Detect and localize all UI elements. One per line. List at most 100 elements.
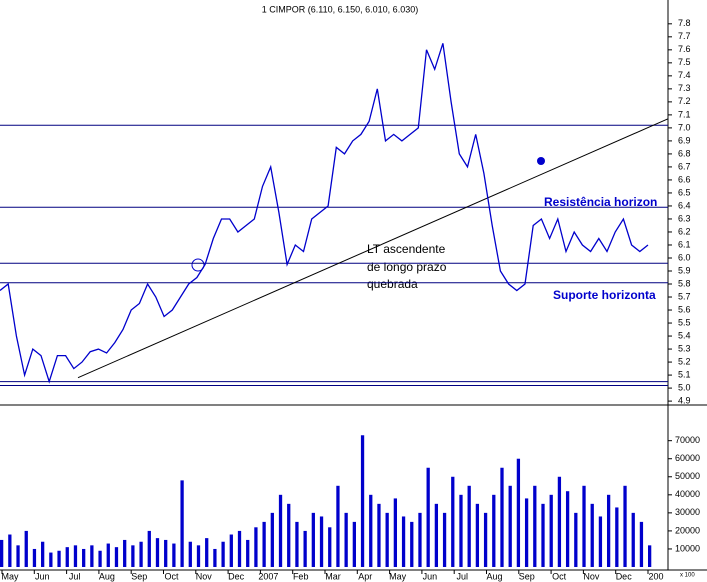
y-tick-label: 5.7	[678, 291, 691, 301]
volume-bar	[164, 539, 168, 567]
x-tick-label: Sep	[131, 571, 147, 581]
volume-bar	[205, 538, 209, 567]
x-tick-label: 200	[648, 571, 663, 581]
volume-bar	[459, 494, 463, 567]
x-tick-label: Jul	[456, 571, 468, 581]
y-tick-label: 6.1	[678, 239, 691, 249]
y-tick-label: 7.0	[678, 122, 691, 132]
x-tick-label: May	[1, 571, 19, 581]
volume-bar	[147, 530, 151, 567]
volume-bar	[32, 548, 37, 567]
y2-tick-label: 10000	[675, 543, 700, 553]
volume-bar	[49, 552, 53, 567]
volume-bar	[24, 530, 28, 567]
y-tick-label: 5.4	[678, 330, 691, 340]
volume-bar	[254, 527, 258, 567]
volume-bar	[57, 550, 61, 567]
x-tick-label: Nov	[196, 571, 213, 581]
volume-bar	[352, 521, 356, 567]
volume-bar	[98, 550, 102, 567]
volume-bar	[639, 521, 644, 567]
trend-line	[77, 118, 669, 379]
volume-bar	[483, 512, 488, 567]
y-tick-label: 6.6	[678, 174, 691, 184]
volume-bar	[582, 485, 586, 567]
y-tick-label: 6.7	[678, 161, 691, 171]
volume-bar	[131, 545, 135, 567]
volume-bar	[262, 521, 266, 567]
volume-bar	[533, 485, 537, 567]
volume-bar	[295, 521, 299, 567]
volume-bar	[492, 494, 496, 567]
y-tick-label: 6.0	[678, 252, 691, 262]
volume-bar	[16, 545, 20, 567]
y-tick-label: 7.3	[678, 83, 691, 93]
x-tick-label: Dec	[228, 571, 245, 581]
volume-bar	[557, 476, 562, 567]
y-tick-label: 6.5	[678, 187, 691, 197]
volume-bar	[213, 548, 217, 567]
volume-bar	[574, 512, 578, 567]
x-tick-label: Dec	[616, 571, 633, 581]
volume-bar	[598, 516, 603, 567]
volume-bar	[360, 435, 365, 567]
x-tick-label: Apr	[358, 571, 372, 581]
volume-bar	[606, 494, 611, 567]
volume-bar	[0, 539, 4, 567]
volume-bar	[155, 538, 160, 567]
volume-bar	[648, 545, 652, 567]
y2-tick-label: 20000	[675, 525, 700, 535]
unit-label: x 100	[680, 573, 695, 579]
y-tick-label: 5.3	[678, 343, 691, 353]
volume-bar	[623, 485, 627, 567]
volume-bar	[418, 512, 422, 567]
volume-bar	[467, 485, 471, 567]
y-tick-label: 5.8	[678, 278, 691, 288]
volume-bar	[344, 512, 348, 567]
volume-bar	[516, 458, 521, 567]
volume-bar	[196, 545, 201, 567]
x-tick-label: 2007	[258, 571, 278, 581]
y-tick-label: 5.1	[678, 369, 691, 379]
volume-bar	[270, 512, 274, 567]
x-tick-label: Jul	[69, 571, 81, 581]
x-tick-label: Nov	[583, 571, 600, 581]
volume-bar	[369, 494, 373, 567]
annotation: LT ascendente	[367, 242, 446, 256]
y-tick-label: 6.4	[678, 200, 691, 210]
volume-bar	[73, 545, 78, 567]
volume-bar	[319, 516, 324, 567]
marker-circle	[191, 258, 205, 272]
x-tick-label: Sep	[519, 571, 535, 581]
volume-bar	[328, 527, 332, 567]
x-tick-label: Jun	[423, 571, 438, 581]
volume-bar	[451, 476, 455, 567]
annotation: de longo prazo	[367, 260, 447, 274]
volume-bar	[229, 534, 233, 567]
y-tick-label: 6.2	[678, 226, 691, 236]
volume-bar	[180, 480, 184, 567]
y2-tick-label: 30000	[675, 507, 700, 517]
volume-bar	[377, 503, 381, 567]
y-tick-label: 5.2	[678, 356, 691, 366]
annotation: Resistência horizon	[544, 195, 657, 209]
volume-bar	[549, 494, 553, 567]
y-tick-label: 7.6	[678, 44, 691, 54]
volume-bar	[246, 539, 250, 567]
volume-bar	[401, 516, 406, 567]
marker-dot	[537, 157, 545, 165]
volume-bar	[303, 530, 307, 567]
volume-bar	[590, 503, 594, 567]
y-tick-label: 6.3	[678, 213, 691, 223]
volume-bar	[336, 485, 340, 567]
x-tick-label: Jun	[35, 571, 50, 581]
volume-bar	[615, 507, 619, 567]
x-tick-label: Mar	[325, 571, 341, 581]
volume-bar	[385, 512, 389, 567]
volume-bar	[287, 503, 291, 567]
y-tick-label: 7.5	[678, 57, 691, 67]
y2-tick-label: 40000	[675, 489, 700, 499]
volume-bar	[123, 539, 127, 567]
